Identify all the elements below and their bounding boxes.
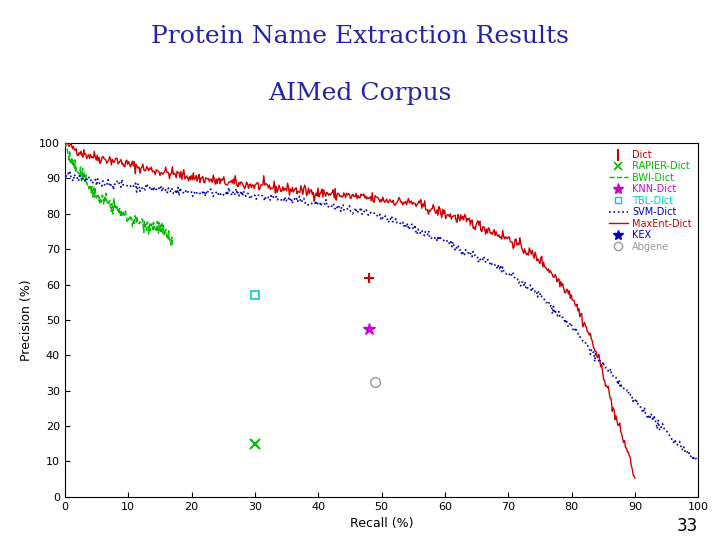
X-axis label: Recall (%): Recall (%) <box>350 517 413 530</box>
Y-axis label: Precision (%): Precision (%) <box>20 279 33 361</box>
Legend: Dict, RAPIER-Dict, BWI-Dict, KNN-Dict, TBL-Dict, SVM-Dict, MaxEnt-Dict, KEX, Abg: Dict, RAPIER-Dict, BWI-Dict, KNN-Dict, T… <box>607 148 693 253</box>
Text: 33: 33 <box>677 517 698 535</box>
Text: Protein Name Extraction Results: Protein Name Extraction Results <box>151 25 569 48</box>
Text: AIMed Corpus: AIMed Corpus <box>269 82 451 105</box>
